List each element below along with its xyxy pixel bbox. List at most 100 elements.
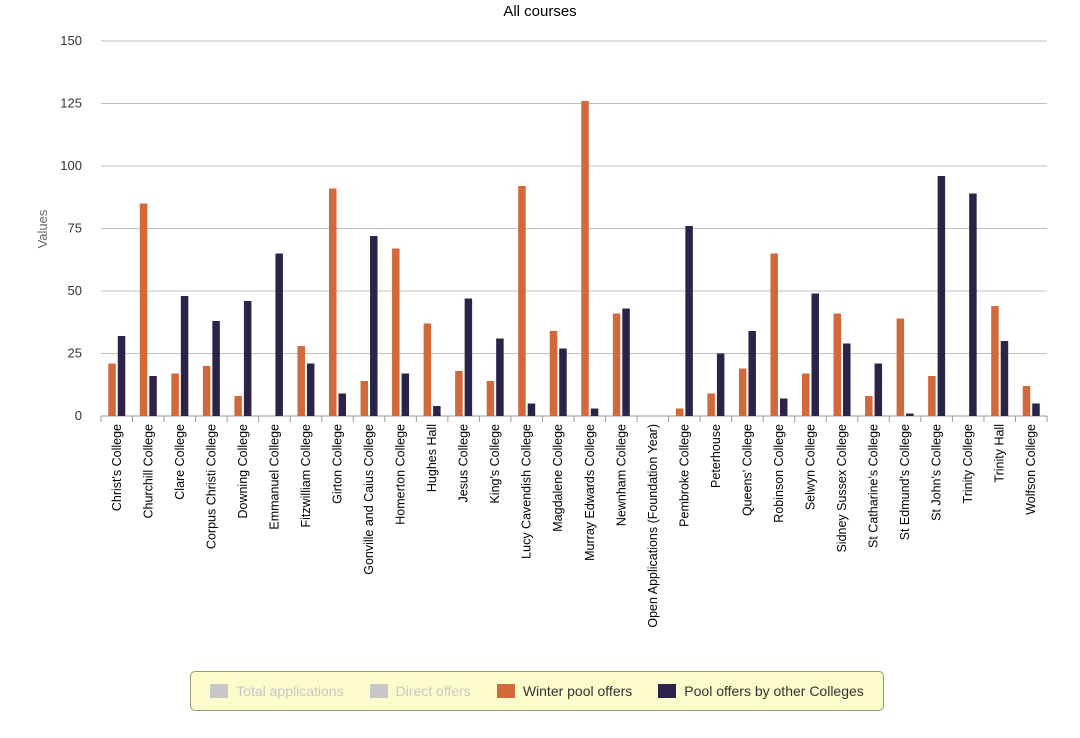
bar[interactable] [275, 253, 283, 417]
bar[interactable] [612, 313, 621, 417]
bar[interactable] [149, 376, 157, 416]
bar[interactable] [180, 296, 189, 416]
legend-swatch [210, 684, 229, 698]
bar[interactable] [770, 253, 778, 417]
bar[interactable] [991, 306, 999, 416]
legend-item-pool-offers-by-other-colleges[interactable]: Pool offers by other Colleges [658, 683, 864, 699]
bar[interactable] [906, 413, 914, 417]
chart-svg: All courses Values 0 25 50 75 100 125 150 Chri… [35, 3, 1048, 628]
x-tick-labels: Christ's College Churchill College Clare C… [110, 424, 1038, 628]
bar[interactable] [559, 348, 567, 417]
y-tick-label: 150 [60, 33, 82, 48]
bar[interactable] [1032, 403, 1040, 417]
x-tick-label: Open Applications (Foundation Year) [646, 424, 660, 628]
bar[interactable] [234, 396, 242, 416]
x-tick-label: Hughes Hall [425, 424, 439, 492]
bar[interactable] [401, 373, 410, 417]
legend: Total applications Direct offers Winter … [190, 671, 884, 711]
bar[interactable] [433, 406, 441, 416]
legend-swatch [658, 684, 677, 698]
bar[interactable] [622, 308, 630, 417]
bar[interactable] [833, 313, 842, 417]
bar[interactable] [518, 186, 526, 416]
x-tick-label: St John's College [930, 424, 944, 521]
bar[interactable] [969, 193, 977, 417]
legend-label: Pool offers by other Colleges [684, 683, 864, 699]
bar[interactable] [486, 381, 495, 416]
bar[interactable] [212, 321, 220, 416]
legend-label: Total applications [236, 683, 344, 699]
legend-swatch [369, 684, 388, 698]
bar[interactable] [392, 248, 400, 417]
x-tick-label: Selwyn College [804, 424, 818, 510]
bar[interactable] [865, 396, 873, 416]
bar[interactable] [139, 203, 148, 417]
bar[interactable] [306, 363, 315, 417]
bar[interactable] [423, 323, 432, 417]
x-tick-label: Downing College [236, 424, 250, 519]
x-tick-label: Trinity College [961, 424, 975, 503]
y-tick-label: 125 [60, 96, 82, 111]
bar[interactable] [675, 408, 684, 417]
bar[interactable] [811, 293, 820, 417]
bar[interactable] [1022, 386, 1031, 416]
y-tick-label: 25 [68, 346, 82, 361]
bar[interactable] [527, 403, 536, 417]
bar[interactable] [738, 368, 747, 417]
bar[interactable] [748, 331, 756, 416]
x-tick-label: Queens' College [740, 424, 754, 516]
bar[interactable] [843, 343, 851, 417]
bar[interactable] [1000, 341, 1009, 416]
legend-item-direct-offers[interactable]: Direct offers [369, 683, 471, 699]
x-tick-label: Trinity Hall [993, 424, 1007, 483]
bar[interactable] [590, 408, 599, 417]
y-tick-label: 75 [68, 221, 82, 236]
x-tick-label: Churchill College [141, 424, 155, 519]
bar[interactable] [297, 346, 305, 416]
bar[interactable] [937, 176, 946, 416]
y-tick-labels: 0 25 50 75 100 125 150 [60, 33, 82, 423]
bar[interactable] [779, 398, 788, 417]
x-tick-label: Peterhouse [709, 424, 723, 488]
legend-label: Direct offers [395, 683, 471, 699]
bar[interactable] [360, 381, 369, 416]
x-tick-label: St Edmund's College [898, 424, 912, 540]
y-tick-label: 50 [68, 283, 82, 298]
y-tick-label: 0 [75, 408, 82, 423]
bar[interactable] [171, 373, 179, 417]
x-tick-label: Homerton College [394, 424, 408, 525]
bar[interactable] [329, 188, 337, 417]
x-tick-label: Girton College [331, 424, 345, 504]
bar[interactable] [896, 318, 905, 417]
legend-item-total-applications[interactable]: Total applications [210, 683, 344, 699]
bar[interactable] [928, 376, 936, 416]
bar[interactable] [707, 393, 715, 417]
bar[interactable] [243, 301, 252, 416]
bar[interactable] [464, 298, 473, 417]
legend-item-winter-pool-offers[interactable]: Winter pool offers [496, 683, 633, 699]
x-tick-label: Emmanuel College [267, 424, 281, 530]
bar[interactable] [338, 393, 347, 417]
x-tick-label: Fitzwilliam College [299, 424, 313, 528]
bar[interactable] [455, 371, 463, 416]
x-tick-label: Newnham College [614, 424, 628, 526]
bar[interactable] [581, 101, 589, 416]
bar[interactable] [685, 226, 693, 416]
bar[interactable] [802, 373, 810, 417]
bar[interactable] [202, 366, 211, 416]
bar[interactable] [549, 331, 558, 416]
x-tick-label: Pembroke College [677, 424, 691, 527]
legend-label: Winter pool offers [522, 683, 633, 699]
bar[interactable] [874, 363, 883, 417]
bar[interactable] [370, 236, 378, 416]
x-tick-label: King's College [488, 424, 502, 504]
x-tick-label: Murray Edwards College [583, 424, 597, 561]
x-tick-label: Gonville and Caius College [362, 424, 376, 575]
bar[interactable] [716, 353, 725, 417]
bars [108, 101, 1040, 417]
chart-title: All courses [503, 3, 576, 20]
bar[interactable] [496, 338, 504, 417]
grid [100, 40, 1048, 422]
bar[interactable] [108, 363, 116, 417]
bar[interactable] [117, 336, 126, 416]
